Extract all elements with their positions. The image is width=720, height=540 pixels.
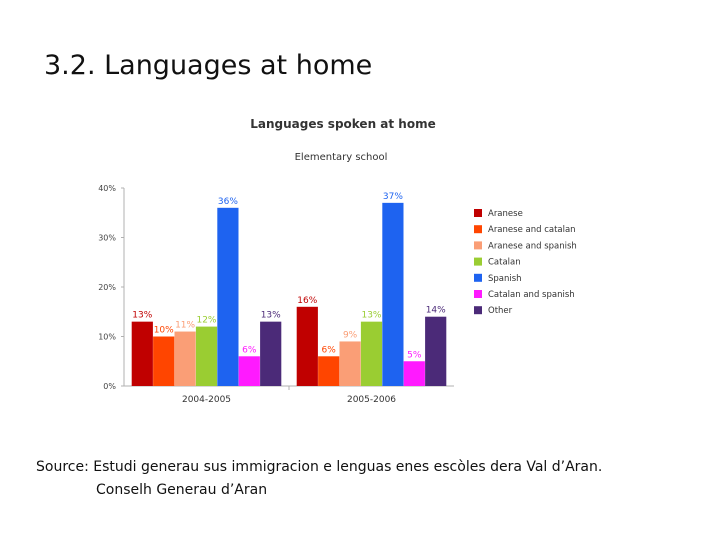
chart-legend: Aranese Aranese and catalan Aranese and sp… <box>474 209 577 316</box>
slide-title: 3.2. Languages at home <box>44 50 373 81</box>
bar-value-label: 13% <box>361 311 381 321</box>
source-citation: Source: Estudi generau sus immigracion e… <box>36 456 696 502</box>
x-tick-label: 2004-2005 <box>182 395 231 405</box>
legend-swatch <box>474 225 482 234</box>
bar <box>296 306 318 386</box>
legend-swatch <box>474 257 482 266</box>
bar <box>360 321 383 386</box>
legend-swatch <box>474 306 482 315</box>
bar-value-label: 13% <box>132 311 152 321</box>
chart-container: Languages spoken at home Elementary scho… <box>88 106 600 416</box>
bar <box>425 316 447 386</box>
bar <box>403 361 425 386</box>
legend-label: Aranese and catalan <box>488 225 576 235</box>
bar <box>260 321 282 386</box>
chart-subtitle: Elementary school <box>295 152 388 163</box>
bar-value-label: 16% <box>297 296 317 306</box>
y-tick-label: 0% <box>103 382 116 391</box>
chart-title: Languages spoken at home <box>250 117 436 131</box>
bar <box>131 321 153 386</box>
chart-bars: 13%10% 11% 12%36%6%13%16%6%9%13%37%5%14% <box>131 192 447 386</box>
legend-swatch <box>474 209 482 217</box>
bar-value-label: 10% <box>154 326 174 336</box>
bar-value-label: 13% <box>261 311 281 321</box>
bar <box>195 326 218 386</box>
y-tick-label: 40% <box>98 184 116 193</box>
bar-value-label: 12% <box>196 316 216 326</box>
legend-swatch <box>474 290 482 298</box>
bar <box>339 341 361 386</box>
bar-value-label: 11% <box>175 321 195 331</box>
legend-label: Spanish <box>488 274 522 284</box>
legend-swatch <box>474 273 482 282</box>
bar-value-label: 36% <box>218 197 238 207</box>
legend-swatch <box>474 241 482 250</box>
legend-label: Catalan <box>488 258 521 268</box>
source-line-2: Conselh Generau d’Aran <box>96 482 268 498</box>
bar-value-label: 37% <box>383 192 403 202</box>
bar-value-label: 6% <box>322 345 337 355</box>
bar <box>153 336 175 386</box>
legend-label: Aranese and spanish <box>488 241 577 251</box>
y-tick-label: 10% <box>98 333 116 342</box>
bar-value-label: 6% <box>242 345 257 355</box>
bar <box>174 331 196 386</box>
legend-label: Catalan and spanish <box>488 290 575 300</box>
legend-label: Other <box>488 306 513 316</box>
legend-label: Aranese <box>488 209 523 219</box>
bar <box>217 207 239 386</box>
bar <box>318 356 340 386</box>
source-line-1: Source: Estudi generau sus immigracion e… <box>36 459 603 475</box>
bar-value-label: 5% <box>407 350 422 360</box>
x-tick-label: 2005-2006 <box>347 395 396 405</box>
bar-value-label: 9% <box>343 330 358 340</box>
bar-value-label: 14% <box>426 306 446 316</box>
bar <box>382 202 404 386</box>
bar-chart: Languages spoken at home Elementary scho… <box>98 117 577 405</box>
bar <box>238 356 260 386</box>
y-tick-label: 30% <box>98 234 116 243</box>
y-tick-label: 20% <box>98 283 116 292</box>
